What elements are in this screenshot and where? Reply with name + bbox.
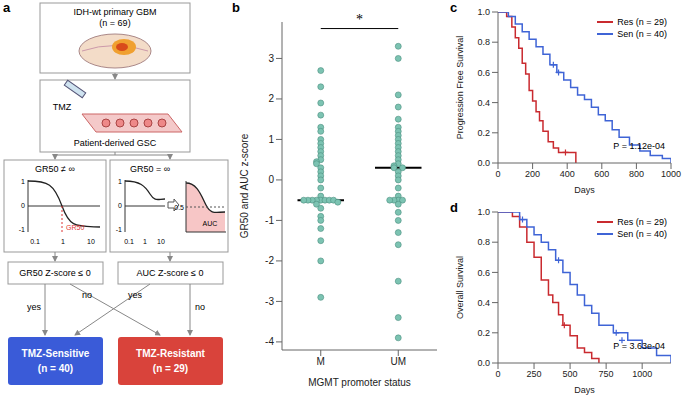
svg-text:-1: -1 xyxy=(116,226,122,233)
html-text:Res (n = 29): Res (n = 29) xyxy=(617,17,667,27)
html-text:c: c xyxy=(450,0,458,15)
svg-text:1: 1 xyxy=(268,134,274,145)
svg-text:0.6: 0.6 xyxy=(477,68,490,78)
svg-text:-1: -1 xyxy=(265,215,274,226)
svg-text:GR50: GR50 xyxy=(66,224,84,231)
svg-text:400: 400 xyxy=(560,169,575,179)
svg-text:800: 800 xyxy=(629,169,644,179)
svg-text:(n = 69): (n = 69) xyxy=(99,18,130,28)
svg-text:(n = 29): (n = 29) xyxy=(153,363,188,374)
svg-text:500: 500 xyxy=(563,369,578,379)
svg-text:M: M xyxy=(317,356,325,367)
svg-text:no: no xyxy=(82,290,92,300)
svg-text:1000: 1000 xyxy=(632,369,652,379)
svg-text:1.0: 1.0 xyxy=(477,7,490,17)
svg-text:IDH-wt primary GBM: IDH-wt primary GBM xyxy=(74,7,157,17)
svg-text:1: 1 xyxy=(118,178,122,185)
svg-text:1.0: 1.0 xyxy=(477,207,490,217)
svg-text:-3: -3 xyxy=(265,296,274,307)
svg-text:0: 0 xyxy=(118,202,122,209)
svg-text:*: * xyxy=(356,12,363,27)
svg-text:GR50 Z-score ≤ 0: GR50 Z-score ≤ 0 xyxy=(19,268,90,278)
svg-text:1: 1 xyxy=(21,178,25,185)
svg-text:UM: UM xyxy=(390,356,406,367)
svg-text:no: no xyxy=(195,302,205,312)
svg-text:0: 0 xyxy=(495,169,500,179)
svg-text:Patient-derived GSC: Patient-derived GSC xyxy=(74,138,157,148)
svg-text:0.4: 0.4 xyxy=(477,98,490,108)
svg-text:-4: -4 xyxy=(265,336,274,347)
svg-text:-2: -2 xyxy=(265,255,274,266)
svg-text:TMZ-Resistant: TMZ-Resistant xyxy=(136,348,206,359)
svg-text:0.1: 0.1 xyxy=(124,238,134,245)
svg-text:600: 600 xyxy=(594,169,609,179)
svg-text:-1: -1 xyxy=(19,226,25,233)
svg-text:GR50 = ∞: GR50 = ∞ xyxy=(130,164,170,174)
svg-text:10: 10 xyxy=(157,238,165,245)
svg-text:AUC: AUC xyxy=(203,220,218,227)
svg-text:0: 0 xyxy=(21,202,25,209)
html-text:P = 3.63e-04: P = 3.63e-04 xyxy=(613,341,665,351)
svg-text:250: 250 xyxy=(527,369,542,379)
svg-text:0.8: 0.8 xyxy=(477,37,490,47)
svg-text:0.2: 0.2 xyxy=(477,328,490,338)
svg-text:Days: Days xyxy=(574,385,595,395)
svg-text:0: 0 xyxy=(495,369,500,379)
html-text:b: b xyxy=(232,0,240,15)
svg-text:3: 3 xyxy=(268,53,274,64)
svg-text:0.4: 0.4 xyxy=(477,298,490,308)
svg-text:750: 750 xyxy=(599,369,614,379)
svg-text:2: 2 xyxy=(268,93,274,104)
svg-text:0.8: 0.8 xyxy=(477,237,490,247)
svg-text:0.5: 0.5 xyxy=(174,204,184,211)
svg-text:yes: yes xyxy=(27,302,42,312)
svg-text:AUC Z-score ≤ 0: AUC Z-score ≤ 0 xyxy=(137,268,204,278)
html-text:Sen (n = 40): Sen (n = 40) xyxy=(617,29,667,39)
html-text:P = 1.12e-04: P = 1.12e-04 xyxy=(613,141,665,151)
svg-text:Progression Free Survival: Progression Free Survival xyxy=(455,36,465,140)
svg-text:1: 1 xyxy=(61,238,65,245)
svg-text:200: 200 xyxy=(525,169,540,179)
svg-text:TMZ: TMZ xyxy=(53,102,72,112)
svg-text:0.0: 0.0 xyxy=(477,358,490,368)
html-text:Res (n = 29): Res (n = 29) xyxy=(617,217,667,227)
svg-text:1000: 1000 xyxy=(661,169,681,179)
svg-text:1: 1 xyxy=(143,238,147,245)
svg-text:MGMT promoter status: MGMT promoter status xyxy=(308,377,411,388)
svg-text:yes: yes xyxy=(128,290,143,300)
html-text:d: d xyxy=(450,200,458,215)
svg-text:a: a xyxy=(3,0,11,15)
html-text:Sen (n = 40): Sen (n = 40) xyxy=(617,229,667,239)
svg-text:0.6: 0.6 xyxy=(477,268,490,278)
svg-text:0: 0 xyxy=(268,174,274,185)
svg-text:0.2: 0.2 xyxy=(477,128,490,138)
svg-text:GR50 and AUC z-score: GR50 and AUC z-score xyxy=(239,133,250,238)
svg-text:TMZ-Sensitive: TMZ-Sensitive xyxy=(22,348,90,359)
svg-text:0.0: 0.0 xyxy=(477,158,490,168)
svg-text:GR50 ≠ ∞: GR50 ≠ ∞ xyxy=(35,164,75,174)
svg-text:0.1: 0.1 xyxy=(30,238,40,245)
svg-text:Days: Days xyxy=(574,185,595,195)
svg-text:10: 10 xyxy=(87,238,95,245)
svg-text:(n = 40): (n = 40) xyxy=(38,363,73,374)
svg-text:Overall Survival: Overall Survival xyxy=(455,256,465,319)
